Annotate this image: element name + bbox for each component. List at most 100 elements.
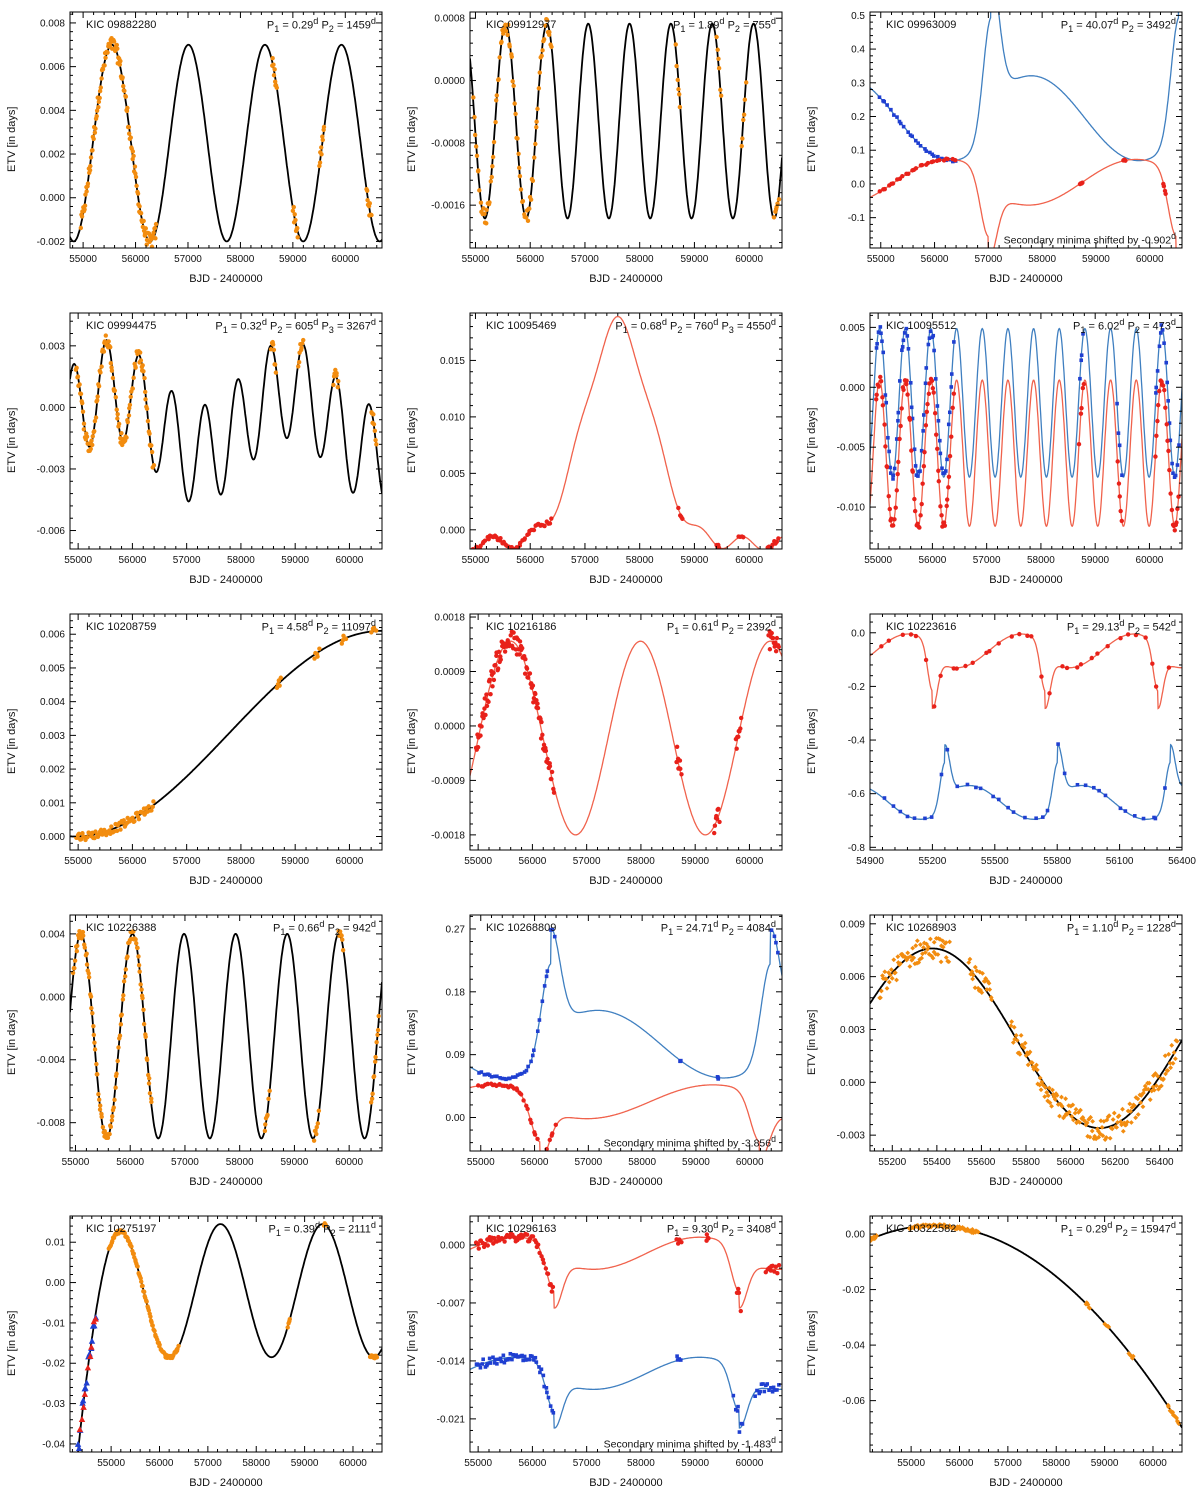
panel-title: KIC 10322582 <box>886 1223 957 1235</box>
y-tick-label: -0.01 <box>42 1318 65 1329</box>
etv-data-point <box>369 1096 375 1101</box>
y-tick-label: 0.000 <box>40 992 65 1003</box>
plot-frame <box>69 11 383 249</box>
y-tick-label: 0.00 <box>846 1230 866 1241</box>
etv-data-point <box>951 391 957 396</box>
etv-data-point <box>118 827 123 832</box>
etv-data-point <box>481 1357 485 1362</box>
etv-plot: 55200 55400 55600 55800 56000 56200 56400 -0.00… <box>837 914 1183 1168</box>
etv-data-point <box>886 435 890 440</box>
etv-data-point <box>311 1138 317 1143</box>
etv-data-point <box>904 378 909 383</box>
etv-data-point <box>1175 506 1180 512</box>
etv-data-point <box>373 1054 378 1060</box>
y-axis-label: ETV [in days] <box>806 1009 818 1075</box>
etv-data-point <box>894 977 899 983</box>
etv-data-point <box>122 974 128 979</box>
etv-data-point <box>883 976 889 982</box>
etv-data-point <box>86 975 92 980</box>
x-tick-label: 59000 <box>281 555 309 566</box>
etv-data-point <box>90 434 95 439</box>
etv-data-point <box>110 1114 115 1119</box>
plot-frame <box>69 1215 383 1453</box>
etv-data-point <box>317 646 322 651</box>
etv-data-point <box>131 1251 136 1256</box>
etv-data-point <box>880 403 886 408</box>
y-axis-label: ETV [in days] <box>806 1310 818 1376</box>
y-axis-label: ETV [in days] <box>6 708 18 774</box>
x-tick-label: 59000 <box>681 1458 709 1469</box>
etv-data-point <box>102 63 107 68</box>
etv-data-point <box>138 358 144 363</box>
etv-data-point <box>938 504 943 509</box>
etv-data-point <box>130 386 135 391</box>
shift-annotation: Secondary minima shifted by -3.856d <box>603 1134 776 1150</box>
etv-data-point <box>501 31 506 36</box>
etv-data-point <box>502 1239 507 1244</box>
etv-data-point <box>523 656 528 662</box>
etv-data-point <box>875 342 879 346</box>
panel-title: KIC 10223616 <box>886 621 957 633</box>
etv-data-point <box>525 218 531 224</box>
etv-data-point <box>97 1097 102 1102</box>
etv-data-point <box>374 442 379 447</box>
etv-data-point <box>963 663 968 669</box>
etv-data-point <box>940 466 944 471</box>
etv-data-point <box>550 1131 555 1136</box>
etv-data-point <box>84 951 89 956</box>
etv-data-point <box>675 77 680 83</box>
etv-data-point <box>278 675 283 680</box>
etv-data-point <box>1075 782 1080 787</box>
x-tick-label: 57000 <box>973 555 1001 566</box>
x-tick-label: 56100 <box>1106 856 1134 867</box>
etv-data-point <box>1072 1110 1078 1116</box>
etv-data-point <box>108 361 114 366</box>
etv-data-point <box>928 150 932 155</box>
etv-data-point <box>146 804 151 809</box>
y-tick-label: 0.006 <box>40 62 65 73</box>
etv-data-point <box>551 790 557 795</box>
etv-panel: 55000 56000 57000 58000 59000 60000 -0.021 -0.0… <box>400 1204 800 1505</box>
y-tick-label: -0.1 <box>848 213 866 224</box>
x-tick-label: 58000 <box>1042 1458 1070 1469</box>
y-tick-label: -0.4 <box>848 736 866 747</box>
etv-data-point <box>768 1268 774 1273</box>
etv-data-point <box>549 516 554 521</box>
etv-data-point <box>87 1353 94 1360</box>
panel-title: KIC 09963009 <box>886 19 957 31</box>
etv-panel: 55000 56000 57000 58000 59000 60000 0.000 0.001… <box>0 602 400 903</box>
etv-data-point <box>98 370 103 375</box>
etv-data-point <box>94 108 100 113</box>
etv-data-point <box>146 1308 152 1313</box>
etv-data-point <box>894 488 899 493</box>
etv-data-point <box>912 447 917 452</box>
etv-data-point <box>78 225 84 231</box>
etv-data-point <box>677 104 683 110</box>
etv-data-point <box>135 191 141 196</box>
etv-data-point <box>137 204 142 209</box>
etv-data-point <box>774 940 778 945</box>
y-tick-label: 0.003 <box>840 1025 865 1036</box>
etv-data-point <box>507 1356 511 1361</box>
etv-data-point <box>491 677 497 683</box>
etv-data-point <box>925 944 931 950</box>
etv-data-point <box>339 933 344 938</box>
etv-data-point <box>271 347 277 353</box>
etv-data-point <box>103 333 108 338</box>
etv-data-point <box>290 208 296 214</box>
etv-data-point <box>675 1354 679 1358</box>
etv-data-point <box>737 1430 742 1434</box>
y-tick-label: 0.0000 <box>434 76 465 87</box>
etv-data-point <box>75 1444 83 1451</box>
etv-data-point <box>530 1354 534 1359</box>
etv-data-point <box>923 950 928 955</box>
y-tick-label: -0.004 <box>37 1055 66 1066</box>
etv-data-point <box>879 644 884 649</box>
x-tick-label: 58000 <box>626 254 654 265</box>
etv-data-point <box>1158 331 1163 335</box>
x-tick-label: 55000 <box>64 856 92 867</box>
etv-data-point <box>315 1121 321 1126</box>
etv-data-point <box>474 153 480 159</box>
etv-data-point <box>490 684 495 689</box>
etv-data-point <box>126 413 132 418</box>
